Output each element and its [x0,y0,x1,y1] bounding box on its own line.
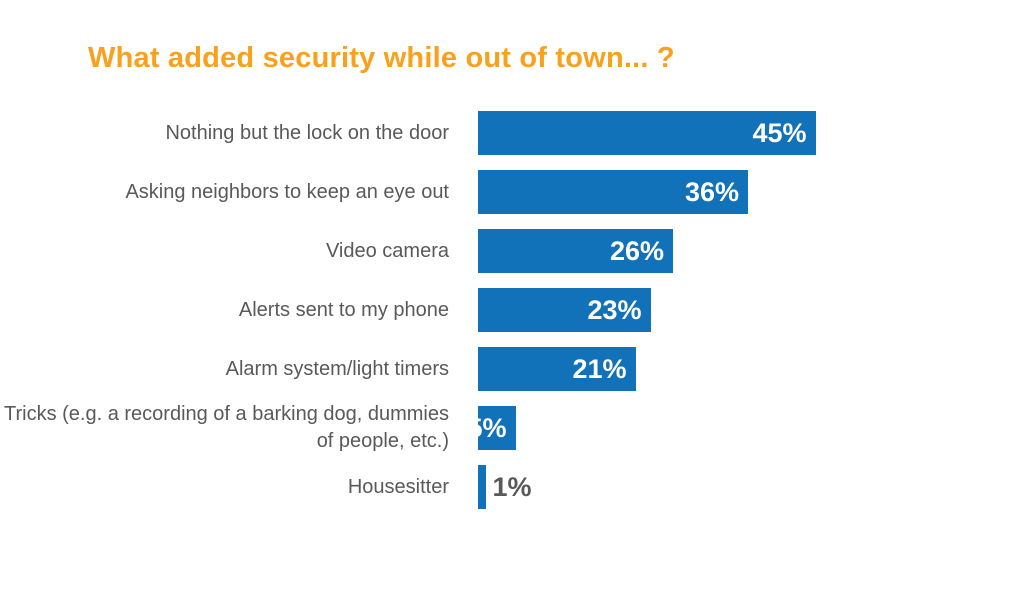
bar-area: 1% [478,465,1024,509]
value-label: 21% [572,353,627,384]
bar-area: 45% [478,111,1024,155]
bar-row: Housesitter 1% [0,465,1024,509]
bar-area: 36% [478,170,1024,214]
bar-row: Video camera 26% [0,229,1024,273]
bar: 21% [478,347,636,391]
bar [478,465,486,509]
category-label: Alerts sent to my phone [238,298,449,321]
category-label: Alarm system/light timers [225,357,449,380]
value-label: 26% [609,235,664,266]
category-label: Asking neighbors to keep an eye out [125,180,449,203]
bar-row: Alarm system/light timers 21% [0,347,1024,391]
bar-row: Tricks (e.g. a recording of a barking do… [0,403,1024,452]
bar: 5% [467,406,516,450]
value-label: 36% [684,176,739,207]
category-label: Tricks (e.g. a recording of a barking do… [3,403,449,452]
chart-title: What added security while out of town...… [88,42,675,74]
bar: 26% [478,229,673,273]
bar-area: 21% [478,347,1024,391]
value-label: 5% [467,412,507,443]
bar: 36% [478,170,748,214]
bar-row: Asking neighbors to keep an eye out 36% [0,170,1024,214]
category-label: Video camera [325,239,449,262]
value-label: 23% [587,294,642,325]
bar-area: 5% [467,406,1024,450]
category-label: Housesitter [347,475,449,498]
bar-row: Alerts sent to my phone 23% [0,288,1024,332]
bar: 45% [478,111,816,155]
bar-chart: Nothing but the lock on the door 45% Askin… [0,111,1024,509]
bar-area: 23% [478,288,1024,332]
value-label: 1% [492,471,532,502]
value-label: 45% [752,117,807,148]
bar-row: Nothing but the lock on the door 45% [0,111,1024,155]
bar: 23% [478,288,651,332]
bar-area: 26% [478,229,1024,273]
category-label: Nothing but the lock on the door [165,121,449,144]
